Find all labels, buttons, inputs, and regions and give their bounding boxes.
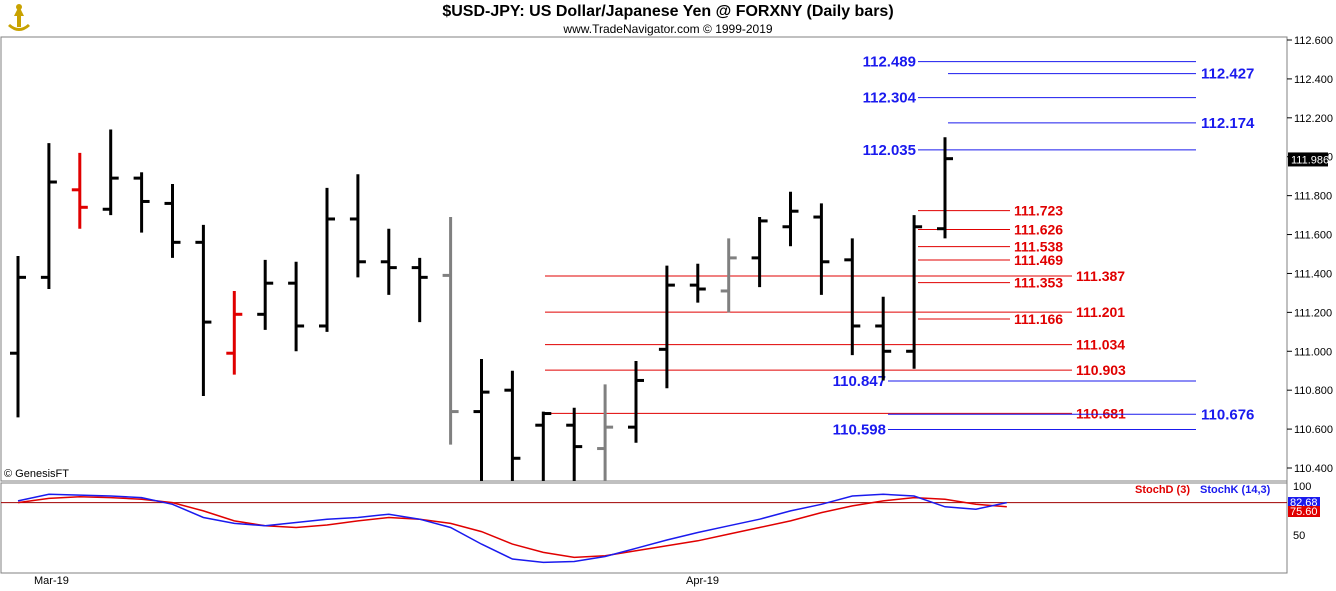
level-label: 110.903	[1076, 362, 1126, 378]
chart-title: $USD-JPY: US Dollar/Japanese Yen @ FORXN…	[442, 3, 894, 20]
y-tick-label: 110.600	[1294, 424, 1333, 436]
stochd-last-label: 75.60	[1290, 506, 1318, 518]
copyright-label: © GenesisFT	[4, 468, 69, 480]
y-tick-label: 110.400	[1294, 463, 1333, 475]
stoch-tick-50: 50	[1293, 530, 1305, 542]
level-label: 111.723	[1014, 203, 1063, 219]
stoch-last-values: 82.68 75.60	[1288, 497, 1320, 518]
level-label: 110.598	[833, 421, 886, 438]
level-label: 110.676	[1201, 406, 1254, 423]
level-label: 110.847	[833, 373, 886, 390]
level-label: 110.681	[1076, 405, 1126, 421]
level-label: 111.469	[1014, 252, 1063, 268]
x-tick-label: Apr-19	[686, 575, 719, 587]
main-panel	[0, 36, 1288, 482]
level-label: 111.166	[1014, 311, 1063, 327]
y-tick-label: 111.000	[1294, 346, 1332, 358]
y-tick-label: 111.600	[1294, 230, 1332, 242]
fib-levels: 112.489 112.427 112.304 112.174 112.035 111.7…	[545, 54, 1255, 438]
stochastic-lines	[1, 493, 1287, 564]
current-price-label: 111.986	[1291, 154, 1329, 166]
stochastic-panel	[0, 482, 1288, 574]
chart-subtitle: www.TradeNavigator.com © 1999-2019	[563, 22, 773, 36]
ohlc-bars	[10, 129, 953, 481]
stoch-series-line	[17, 493, 1007, 564]
y-tick-label: 111.800	[1294, 191, 1332, 203]
level-label: 111.034	[1076, 337, 1125, 353]
level-label: 111.387	[1076, 268, 1125, 284]
level-label: 111.201	[1076, 304, 1125, 320]
y-tick-label: 111.200	[1294, 307, 1332, 319]
level-label: 112.035	[863, 142, 916, 159]
level-label: 112.304	[863, 90, 917, 107]
stoch-tick-100: 100	[1293, 481, 1311, 493]
level-label: 112.489	[863, 54, 916, 71]
y-tick-label: 112.600	[1294, 35, 1333, 47]
price-axis: 112.600112.400112.200112.000111.800111.6…	[1287, 35, 1333, 475]
legend-stochd: StochD (3)	[1135, 484, 1190, 496]
level-label: 111.353	[1014, 275, 1063, 291]
x-tick-label: Mar-19	[34, 575, 69, 587]
y-tick-label: 111.400	[1294, 268, 1332, 280]
trade-navigator-logo-icon	[8, 4, 30, 31]
current-price-marker: 111.986	[1288, 152, 1329, 167]
level-label: 112.427	[1201, 66, 1254, 83]
chart-header: $USD-JPY: US Dollar/Japanese Yen @ FORXN…	[0, 0, 1336, 38]
legend-stochk: StochK (14,3)	[1200, 484, 1271, 496]
y-tick-label: 110.800	[1294, 385, 1333, 397]
y-tick-label: 112.200	[1294, 113, 1333, 125]
level-label: 111.538	[1014, 239, 1063, 255]
level-label: 111.626	[1014, 221, 1063, 237]
level-label: 112.174	[1201, 115, 1255, 132]
stoch-series-line	[17, 496, 1007, 559]
y-tick-label: 112.400	[1294, 74, 1333, 86]
